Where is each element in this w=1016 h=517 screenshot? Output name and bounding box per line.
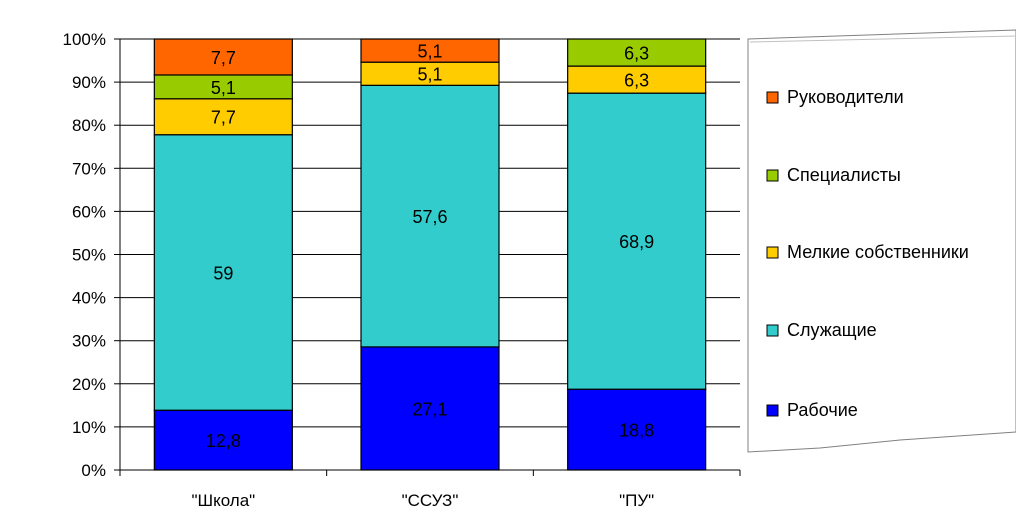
y-tick-label: 30%: [72, 332, 106, 351]
y-tick-label: 90%: [72, 73, 106, 92]
axes-group: 0% 10% 20% 30% 40% 50% 60% 70% 80% 90% 100% "Школа"…: [63, 30, 741, 510]
data-label: 7,7: [211, 48, 236, 68]
legend-swatch: [766, 324, 779, 337]
y-tick-label: 40%: [72, 289, 106, 308]
legend-label: Служащие: [787, 320, 877, 340]
y-tick-label: 80%: [72, 116, 106, 135]
legend-label: Мелкие собственники: [787, 242, 969, 262]
bar-segment: [567, 388, 707, 471]
y-tick-label: 70%: [72, 159, 106, 178]
y-tick-label: 60%: [72, 202, 106, 221]
bar-segment: [153, 98, 293, 136]
data-label: 5,1: [211, 78, 236, 98]
data-label: 12,8: [206, 431, 241, 451]
bars-group: 12,8 59 7,7 5,1 7,7 27,1 57,6 5,1 5,1 18,8 68,9 6,3…: [153, 38, 707, 471]
bar-segment: [360, 38, 500, 63]
y-tick-label: 50%: [72, 246, 106, 265]
legend-frame: [747, 29, 1016, 453]
legend-label: Специалисты: [787, 165, 901, 185]
bar-segment: [360, 346, 500, 471]
x-tick-label: "ПУ": [619, 491, 654, 510]
legend-swatch: [766, 246, 779, 259]
legend-swatch: [766, 169, 779, 182]
bar-segment: [567, 38, 707, 67]
y-tick-label: 0%: [81, 461, 106, 480]
bar-segment: [360, 84, 500, 348]
legend-swatch: [766, 91, 779, 104]
bar-segment: [153, 134, 293, 411]
y-tick-label: 10%: [72, 418, 106, 437]
data-label: 68,9: [619, 232, 654, 252]
data-label: 7,7: [211, 108, 236, 128]
data-label: 18,8: [619, 421, 654, 441]
data-label: 59: [213, 263, 233, 283]
legend-swatch: [766, 404, 779, 417]
x-tick-label: "ССУЗ": [402, 491, 459, 510]
bar-segment: [567, 92, 707, 390]
legend-label: Руководители: [787, 87, 904, 107]
x-tick-label: "Школа": [191, 491, 255, 510]
data-label: 5,1: [417, 65, 442, 85]
data-label: 5,1: [417, 42, 442, 62]
y-tick-label: 20%: [72, 375, 106, 394]
data-label: 6,3: [624, 44, 649, 64]
data-label: 27,1: [412, 399, 447, 419]
legend-edge-shadow: [749, 35, 1016, 43]
data-label: 57,6: [412, 207, 447, 227]
data-label: 6,3: [624, 71, 649, 91]
y-tick-label: 100%: [63, 30, 106, 49]
bar-segment: [153, 38, 293, 76]
legend-label: Рабочие: [787, 400, 858, 420]
legend: Руководители Специалисты Мелкие собственни…: [747, 29, 1016, 453]
